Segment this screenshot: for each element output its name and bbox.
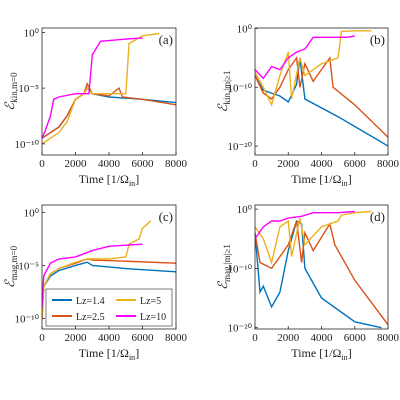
y-label-subscript: mag,|m|≥1: [222, 244, 232, 282]
y-axis-label: ℰmag,m=0: [2, 245, 19, 288]
x-axis-label: Time [1/Ωin]: [79, 172, 139, 188]
panel: 0 2000 4000 6000 8000 10⁻²⁰ 10⁻¹⁰ 10⁰ (b) Time [1…: [215, 23, 400, 188]
series-line: [255, 55, 388, 138]
y-tick-label: 10⁻⁵: [18, 260, 39, 272]
y-axis-label: ℰkin,m=0: [2, 72, 19, 111]
x-label-end: ]: [348, 346, 352, 360]
legend-label: Lz=1.4: [76, 296, 105, 307]
panel: 0 2000 4000 6000 8000 10⁻¹⁰ 10⁻⁵ 10⁰ (c) Time [1/…: [2, 204, 188, 362]
x-tick-label: 8000: [165, 158, 188, 170]
x-tick-label: 4000: [311, 332, 334, 344]
x-label-subscript: in: [341, 353, 347, 362]
x-label-end: ]: [135, 346, 139, 360]
series-line: [42, 37, 143, 139]
series-line: [42, 81, 176, 139]
y-label-symbol: ℰ: [2, 102, 17, 111]
y-label-subscript: kin,|m|≥1: [222, 71, 232, 105]
y-tick-label: 10⁻¹⁰: [227, 82, 252, 94]
series-line: [255, 220, 388, 326]
x-label-text: Time [1/Ω: [79, 172, 129, 186]
legend-label: Lz=10: [140, 312, 166, 323]
series-line: [255, 219, 382, 329]
y-tick-label: 10⁻¹⁰: [14, 139, 39, 151]
x-tick-label: 8000: [377, 332, 400, 344]
y-tick-label: 10⁻¹⁰: [227, 263, 252, 275]
x-tick-label: 2000: [65, 332, 88, 344]
y-tick-label: 10⁰: [24, 27, 40, 39]
panel-label: (b): [370, 32, 385, 47]
series-line: [255, 35, 355, 80]
x-tick-label: 8000: [165, 332, 188, 344]
panel: 0 2000 4000 6000 8000 10⁻¹⁰ 10⁻⁵ 10⁰ (a) Time [1/…: [2, 27, 188, 188]
x-tick-label: 0: [39, 332, 45, 344]
x-axis-label: Time [1/Ωin]: [291, 346, 351, 362]
axes-box: [254, 204, 389, 330]
y-tick-label: 10⁰: [24, 207, 40, 219]
y-axis-label: ℰkin,|m|≥1: [215, 71, 232, 113]
panel: 0 2000 4000 6000 8000 10⁻²⁰ 10⁻¹⁰ 10⁰ (d) Time [1…: [215, 204, 400, 362]
y-label-symbol: ℰ: [215, 281, 230, 290]
x-tick-label: 2000: [65, 158, 88, 170]
y-tick-label: 10⁻²⁰: [227, 141, 252, 153]
series-line: [255, 57, 388, 147]
y-tick-label: 10⁰: [237, 23, 253, 35]
x-label-text: Time [1/Ω: [79, 346, 129, 360]
x-label-subscript: in: [129, 179, 135, 188]
legend-label: Lz=5: [140, 296, 161, 307]
legend-box: [45, 288, 173, 327]
x-tick-label: 4000: [311, 158, 334, 170]
x-axis-label: Time [1/Ωin]: [79, 346, 139, 362]
y-tick-label: 10⁻⁵: [18, 83, 39, 95]
x-label-end: ]: [348, 172, 352, 186]
x-tick-label: 0: [252, 158, 258, 170]
series-line: [42, 243, 143, 308]
x-label-subscript: in: [341, 179, 347, 188]
y-axis-label: ℰmag,|m|≥1: [215, 244, 232, 290]
legend-label: Lz=2.5: [76, 312, 105, 323]
panel-label: (a): [159, 32, 173, 47]
x-tick-label: 2000: [277, 332, 300, 344]
panel-label: (d): [370, 209, 385, 224]
y-label-subscript: kin,m=0: [9, 72, 19, 103]
series-line: [42, 220, 152, 319]
x-tick-label: 0: [252, 332, 258, 344]
x-axis-label: Time [1/Ωin]: [291, 172, 351, 188]
x-tick-label: 8000: [377, 158, 400, 170]
x-tick-label: 6000: [344, 332, 367, 344]
x-tick-label: 6000: [132, 158, 155, 170]
x-label-subscript: in: [129, 353, 135, 362]
y-tick-label: 10⁰: [237, 204, 253, 216]
x-tick-label: 6000: [344, 158, 367, 170]
x-tick-label: 4000: [98, 158, 121, 170]
y-label-subscript: mag,m=0: [9, 245, 19, 280]
series-line: [255, 210, 372, 266]
x-label-text: Time [1/Ω: [291, 346, 341, 360]
panel-label: (c): [159, 209, 173, 224]
x-tick-label: 6000: [132, 332, 155, 344]
x-tick-label: 0: [39, 158, 45, 170]
x-label-text: Time [1/Ω: [291, 172, 341, 186]
series-line: [255, 30, 372, 107]
axes-box: [41, 27, 177, 156]
y-label-symbol: ℰ: [2, 279, 17, 288]
y-tick-label: 10⁻²⁰: [227, 323, 252, 335]
x-tick-label: 2000: [277, 158, 300, 170]
series-line: [255, 210, 355, 240]
x-label-end: ]: [135, 172, 139, 186]
y-label-symbol: ℰ: [215, 103, 230, 112]
x-tick-label: 4000: [98, 332, 121, 344]
series-line: [42, 32, 160, 145]
y-tick-label: 10⁻¹⁰: [14, 313, 39, 325]
